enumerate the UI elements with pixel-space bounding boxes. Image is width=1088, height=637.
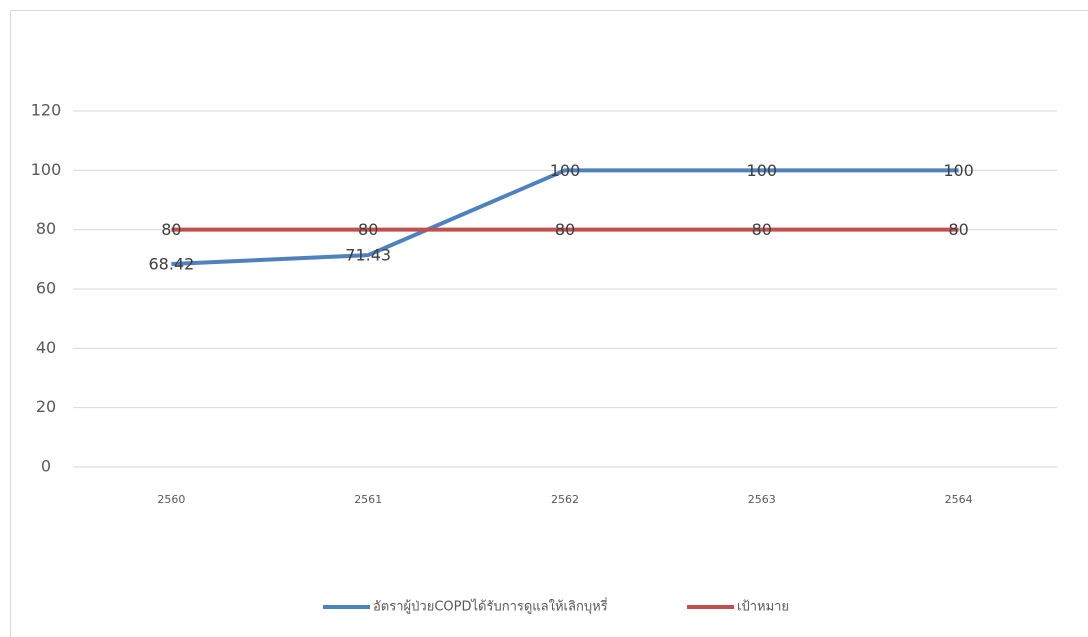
legend-label: อัตราผู้ป่วยCOPDได้รับการดูแลให้เลิกบุหร… — [373, 598, 608, 615]
y-tick-label: 80 — [36, 219, 56, 238]
y-tick-label: 100 — [31, 160, 62, 179]
y-tick-label: 20 — [36, 397, 56, 416]
x-tick-label: 2564 — [945, 493, 973, 506]
y-tick-label: 0 — [41, 457, 51, 476]
x-tick-label: 2563 — [748, 493, 776, 506]
y-tick-label: 60 — [36, 279, 56, 298]
data-label: 80 — [752, 220, 772, 239]
y-tick-label: 120 — [31, 101, 62, 120]
legend-label: เป้าหมาย — [737, 600, 789, 615]
data-label: 100 — [943, 161, 974, 180]
data-label: 100 — [550, 161, 581, 180]
data-label: 68.42 — [148, 255, 194, 274]
chart-frame — [10, 10, 1088, 637]
x-tick-label: 2561 — [354, 493, 382, 506]
x-tick-label: 2560 — [157, 493, 185, 506]
series-line — [171, 168, 959, 267]
data-label: 80 — [555, 220, 575, 239]
data-label: 100 — [747, 161, 778, 180]
data-label: 71.43 — [345, 246, 391, 265]
y-tick-label: 40 — [36, 338, 56, 357]
x-tick-label: 2562 — [551, 493, 579, 506]
data-label: 80 — [948, 220, 968, 239]
data-label: 80 — [358, 220, 378, 239]
data-label: 80 — [161, 220, 181, 239]
